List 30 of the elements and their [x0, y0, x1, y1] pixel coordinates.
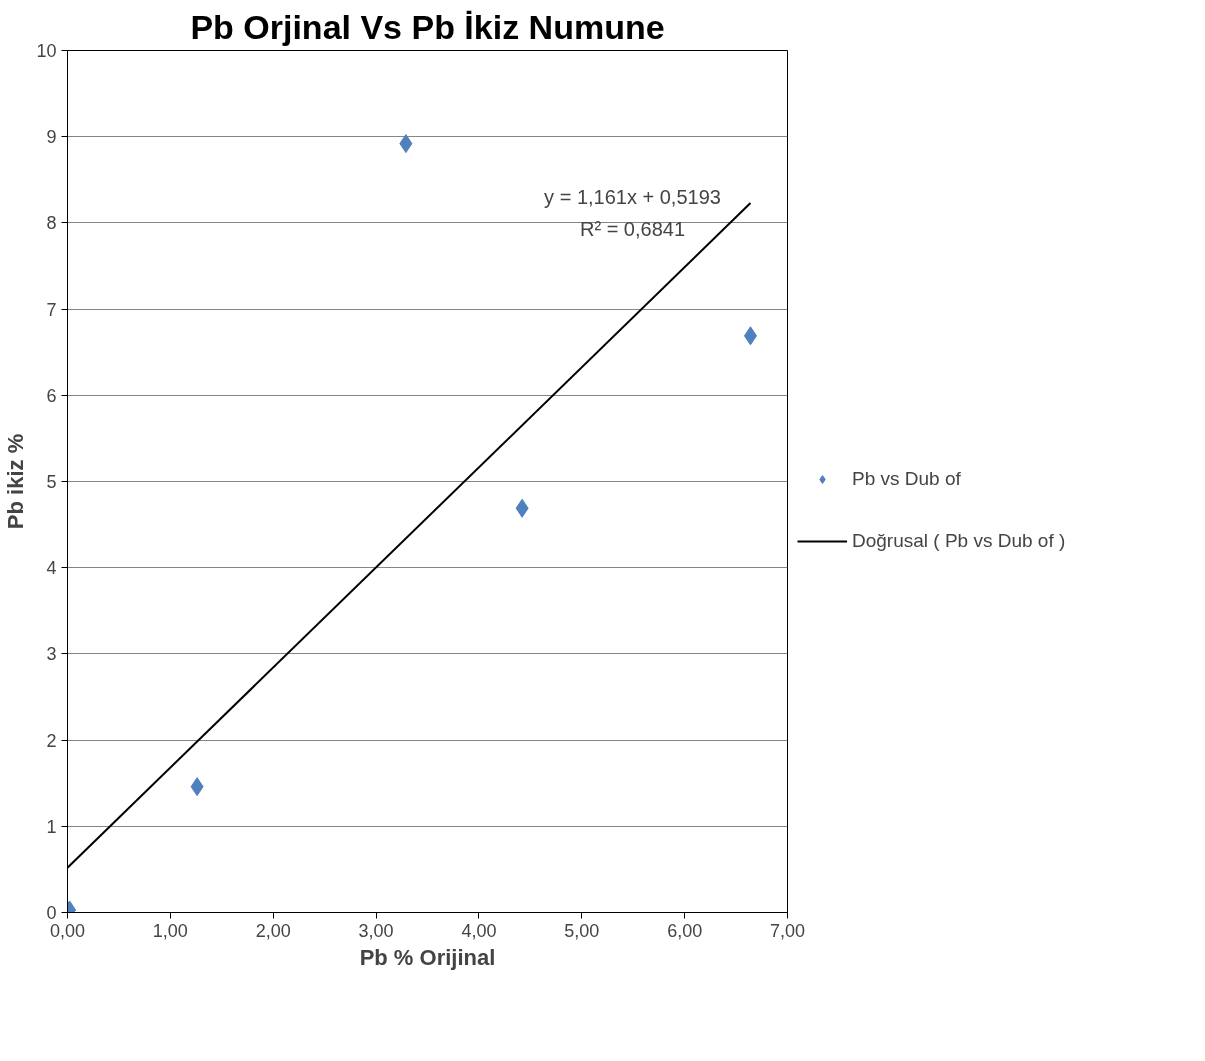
y-tick-label: 6 [46, 385, 57, 406]
y-tick-label: 3 [46, 644, 57, 665]
y-tick-label: 1 [46, 816, 57, 837]
y-tick-label: 4 [46, 558, 57, 579]
x-tick-label: 6,00 [667, 920, 703, 941]
annotation: y = 1,161x + 0,5193 [544, 185, 721, 208]
annotation: R² = 0,6841 [579, 217, 686, 240]
y-tick-label: 10 [36, 41, 57, 61]
point [190, 777, 204, 797]
point [399, 134, 413, 154]
x-tick-label: 5,00 [564, 920, 600, 941]
x-tick-label: 3,00 [358, 920, 394, 941]
point [515, 498, 529, 518]
chart-title: Pb Orjinal Vs Pb İkiz Numune [190, 7, 665, 46]
y-tick-label: 9 [46, 127, 57, 148]
x-axis-title: Pb % Orijinal [359, 944, 496, 970]
x-tick-label: 1,00 [152, 920, 188, 941]
x-tick-label: 0,00 [49, 920, 86, 941]
y-tick-label: 0 [46, 903, 57, 923]
legend-label: Doğrusal ( Pb vs Dub of ) [852, 530, 1066, 552]
y-tick-label: 7 [46, 299, 57, 320]
y-tick-label: 5 [46, 472, 57, 492]
y-tick-label: 2 [46, 730, 57, 751]
x-tick-label: 2,00 [255, 920, 291, 941]
point [743, 326, 757, 346]
x-tick-label: 7,00 [769, 920, 806, 941]
legend-label: Pb vs Dub of [852, 468, 961, 490]
y-tick-label: 8 [46, 213, 57, 234]
x-tick-label: 4,00 [461, 920, 497, 941]
y-axis-title: Pb ikiz % [3, 433, 29, 530]
